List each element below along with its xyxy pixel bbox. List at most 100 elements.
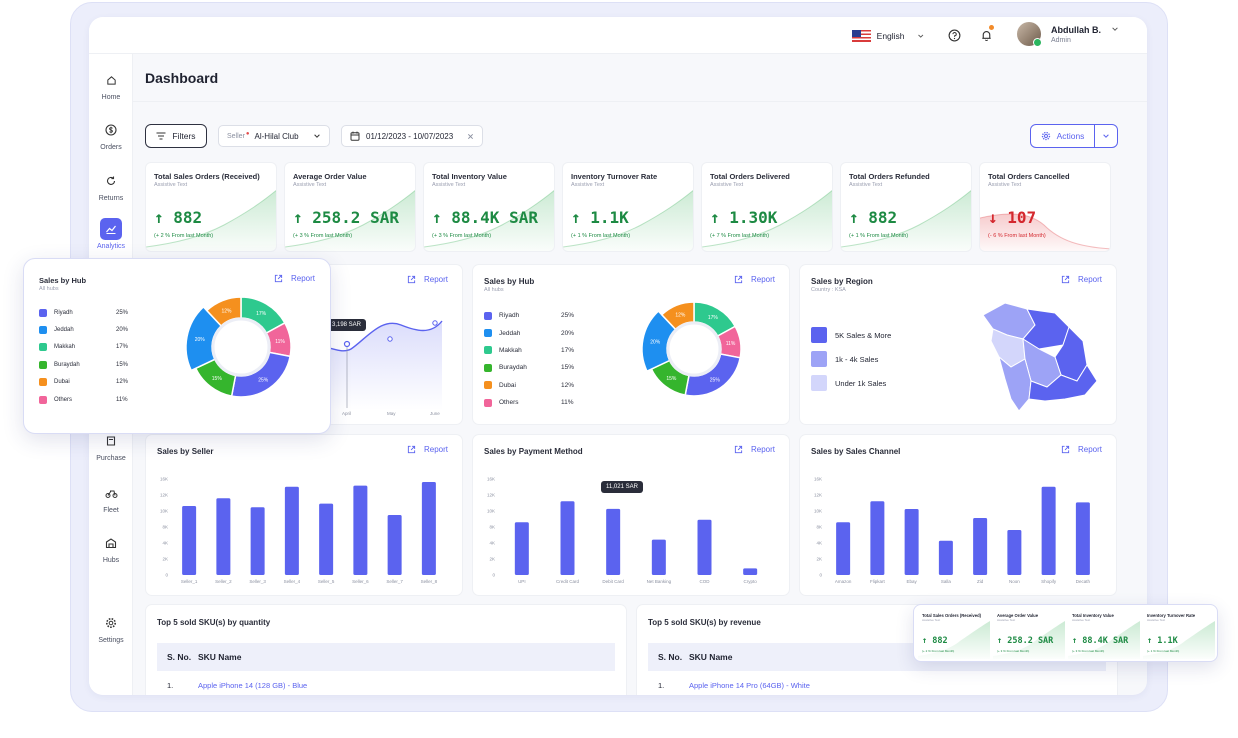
bar[interactable] (353, 485, 368, 575)
y-tick-label: 0 (819, 573, 822, 578)
report-link[interactable]: Report (1061, 445, 1102, 454)
legend-label: Dubai (54, 379, 70, 386)
line-point (387, 336, 393, 342)
kpi-card: Inventory Turnover Rate Assistive Text ↑ 1… (562, 162, 694, 252)
table-row: 1. Apple iPhone 14 (128 GB) - Blue (157, 675, 615, 695)
bar[interactable] (836, 522, 851, 575)
kpi-change-note: (+ 7 % From last Month) (710, 233, 770, 239)
x-tick-label: Salla (941, 579, 952, 584)
legend-value: 15% (561, 364, 575, 372)
notifications-button[interactable] (977, 25, 995, 44)
report-link[interactable]: Report (734, 445, 775, 454)
sidebar-item-fleet[interactable]: Fleet (89, 482, 133, 514)
payment-bar-chart: 16K 12K 10K 8K 4K 2K 0 UPI Credit Card Debit Card… (487, 477, 758, 585)
chart-tooltip: 11,021 SAR (601, 481, 643, 493)
mini-kpi-card: Average Order Value Assistive Text ↑ 258.2… (993, 609, 1065, 659)
user-menu[interactable]: Abdullah B. Admin (1017, 22, 1119, 47)
filters-button[interactable]: Filters (145, 124, 207, 148)
required-marker: ● (245, 130, 250, 137)
bar[interactable] (421, 482, 436, 575)
kpi-subtitle: Assistive Text (849, 182, 883, 188)
sku-link[interactable]: Apple iPhone 14 (128 GB) - Blue (198, 680, 308, 690)
ksa-region-map (982, 302, 1098, 412)
legend-value: 12% (116, 379, 129, 386)
slice-label: 25% (258, 378, 269, 384)
legend-label: 1k - 4k Sales (835, 354, 879, 364)
legend-swatch (811, 327, 827, 343)
slice-label: 11% (275, 339, 285, 345)
bar[interactable] (697, 519, 712, 575)
legend-label: Others (499, 399, 519, 407)
kpi-title: Inventory Turnover Rate (1147, 613, 1196, 618)
slice-label: 12% (221, 308, 232, 314)
bar[interactable] (606, 508, 621, 575)
bar[interactable] (973, 518, 988, 575)
card-title: Sales by Hub (484, 277, 535, 286)
bar[interactable] (938, 540, 953, 575)
bar[interactable] (387, 515, 402, 575)
sidebar-item-hubs[interactable]: Hubs (89, 532, 133, 564)
bar[interactable] (743, 568, 758, 575)
legend-item: Jeddah 20% (484, 324, 574, 341)
bell-icon (981, 30, 991, 41)
sidebar-item-returns[interactable]: Returns (89, 170, 133, 202)
kpi-sparkline (702, 189, 832, 251)
bar[interactable] (319, 503, 334, 575)
kpi-change-note: (+ 3 % From last Month) (293, 233, 353, 239)
bar[interactable] (1007, 530, 1022, 575)
bar[interactable] (1075, 502, 1090, 575)
analytics-icon (106, 225, 116, 234)
sidebar-item-home[interactable]: Home (89, 69, 133, 101)
legend-value: 15% (116, 361, 129, 368)
actions-button[interactable]: Actions (1031, 125, 1095, 147)
kpi-change-note: (+ 2 % From last Month) (922, 649, 955, 653)
sidebar-item-label: Home (101, 94, 121, 101)
region-legend-item: 5K Sales & More (811, 323, 891, 347)
bar[interactable] (284, 486, 299, 575)
report-link[interactable]: Report (734, 275, 775, 284)
slice-label: 25% (710, 378, 721, 384)
kpi-sparkline (146, 189, 276, 251)
help-button[interactable] (945, 26, 963, 44)
y-tick-label: 16K (160, 477, 168, 482)
report-link[interactable]: Report (1061, 275, 1102, 284)
external-link-icon (274, 274, 283, 283)
sidebar-item-orders[interactable]: Orders (89, 119, 133, 151)
x-tick-label: Ebay (906, 579, 917, 584)
sku-link[interactable]: Apple iPhone 14 Pro (64GB) - White (689, 680, 810, 690)
bar[interactable] (216, 498, 231, 575)
bar[interactable] (560, 501, 575, 575)
sales-by-region-card: Sales by Region Country : KSA Report 5K … (799, 264, 1117, 425)
hub-donut-chart: 17% 11% 25% 15% 20% 12% (641, 301, 742, 397)
bar[interactable] (250, 507, 265, 575)
bar[interactable] (1041, 486, 1056, 575)
channel-bar-chart: 16K 12K 10K 8K 4K 2K 0 Amazon Flipkart Ebay Salla Z… (814, 477, 1091, 585)
date-range-picker[interactable]: 01/12/2023 - 10/07/2023 (341, 125, 483, 147)
bar[interactable] (182, 506, 197, 575)
sidebar-item-settings[interactable]: Settings (89, 612, 133, 644)
language-selector[interactable]: English (846, 24, 930, 48)
bar[interactable] (514, 522, 529, 575)
sales-by-hub-card: Sales by Hub All hubs Report Riyadh 25% Je… (472, 264, 790, 425)
bar[interactable] (870, 501, 885, 575)
report-link[interactable]: Report (407, 275, 448, 284)
help-icon (948, 29, 960, 41)
sidebar-item-purchase[interactable]: Purchase (89, 430, 133, 462)
report-link[interactable]: Report (407, 445, 448, 454)
kpi-subtitle: Assistive Text (571, 182, 605, 188)
region-legend-item: Under 1k Sales (811, 371, 891, 395)
seller-select[interactable]: Seller ● Al-Hilal Club (218, 125, 330, 147)
kpi-value: ↑ 882 (849, 208, 898, 227)
card-title: Sales by Sales Channel (811, 447, 901, 456)
sidebar-item-analytics[interactable]: Analytics (89, 218, 133, 250)
kpi-title: Total Orders Cancelled (988, 172, 1070, 181)
chevron-down-icon (917, 34, 923, 38)
bar[interactable] (651, 539, 666, 575)
report-link[interactable]: Report (274, 274, 315, 283)
region-legend-item: 1k - 4k Sales (811, 347, 891, 371)
close-icon[interactable] (467, 133, 474, 140)
bar[interactable] (904, 509, 919, 575)
actions-dropdown-toggle[interactable] (1095, 125, 1117, 147)
y-tick-label: 4K (489, 541, 495, 546)
filter-icon (156, 132, 166, 140)
